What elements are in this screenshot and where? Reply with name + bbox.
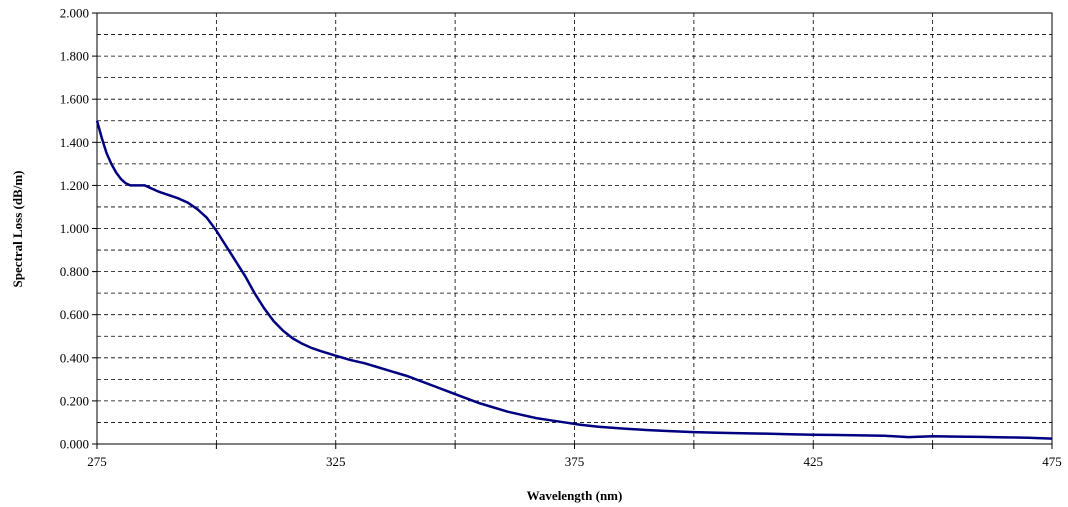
x-tick-label: 475 (1042, 454, 1062, 469)
x-axis: 275 325 375 425 475 (87, 444, 1062, 469)
x-tick-label: 375 (565, 454, 585, 469)
y-tick-label: 0.000 (60, 437, 89, 452)
x-tick-label: 275 (87, 454, 107, 469)
grid-lines (97, 13, 1052, 444)
x-axis-title: Wavelength (nm) (527, 488, 623, 503)
y-tick-label: 0.600 (60, 307, 89, 322)
x-tick-label: 325 (326, 454, 346, 469)
y-tick-label: 1.200 (60, 178, 89, 193)
x-tick-label: 425 (804, 454, 824, 469)
y-tick-label: 1.000 (60, 221, 89, 236)
spectral-loss-line (95, 120, 1053, 440)
y-tick-label: 1.400 (60, 135, 89, 150)
y-tick-label: 2.000 (60, 6, 89, 21)
y-tick-label: 1.800 (60, 49, 89, 64)
y-axis: 0.000 0.200 0.400 0.600 0.800 1.000 1.200 1.400… (60, 6, 97, 452)
y-axis-title: Spectral Loss (dB/m) (10, 171, 25, 288)
y-tick-label: 0.800 (60, 264, 89, 279)
y-tick-label: 1.600 (60, 92, 89, 107)
y-tick-label: 0.400 (60, 350, 89, 365)
y-tick-label: 0.200 (60, 393, 89, 408)
